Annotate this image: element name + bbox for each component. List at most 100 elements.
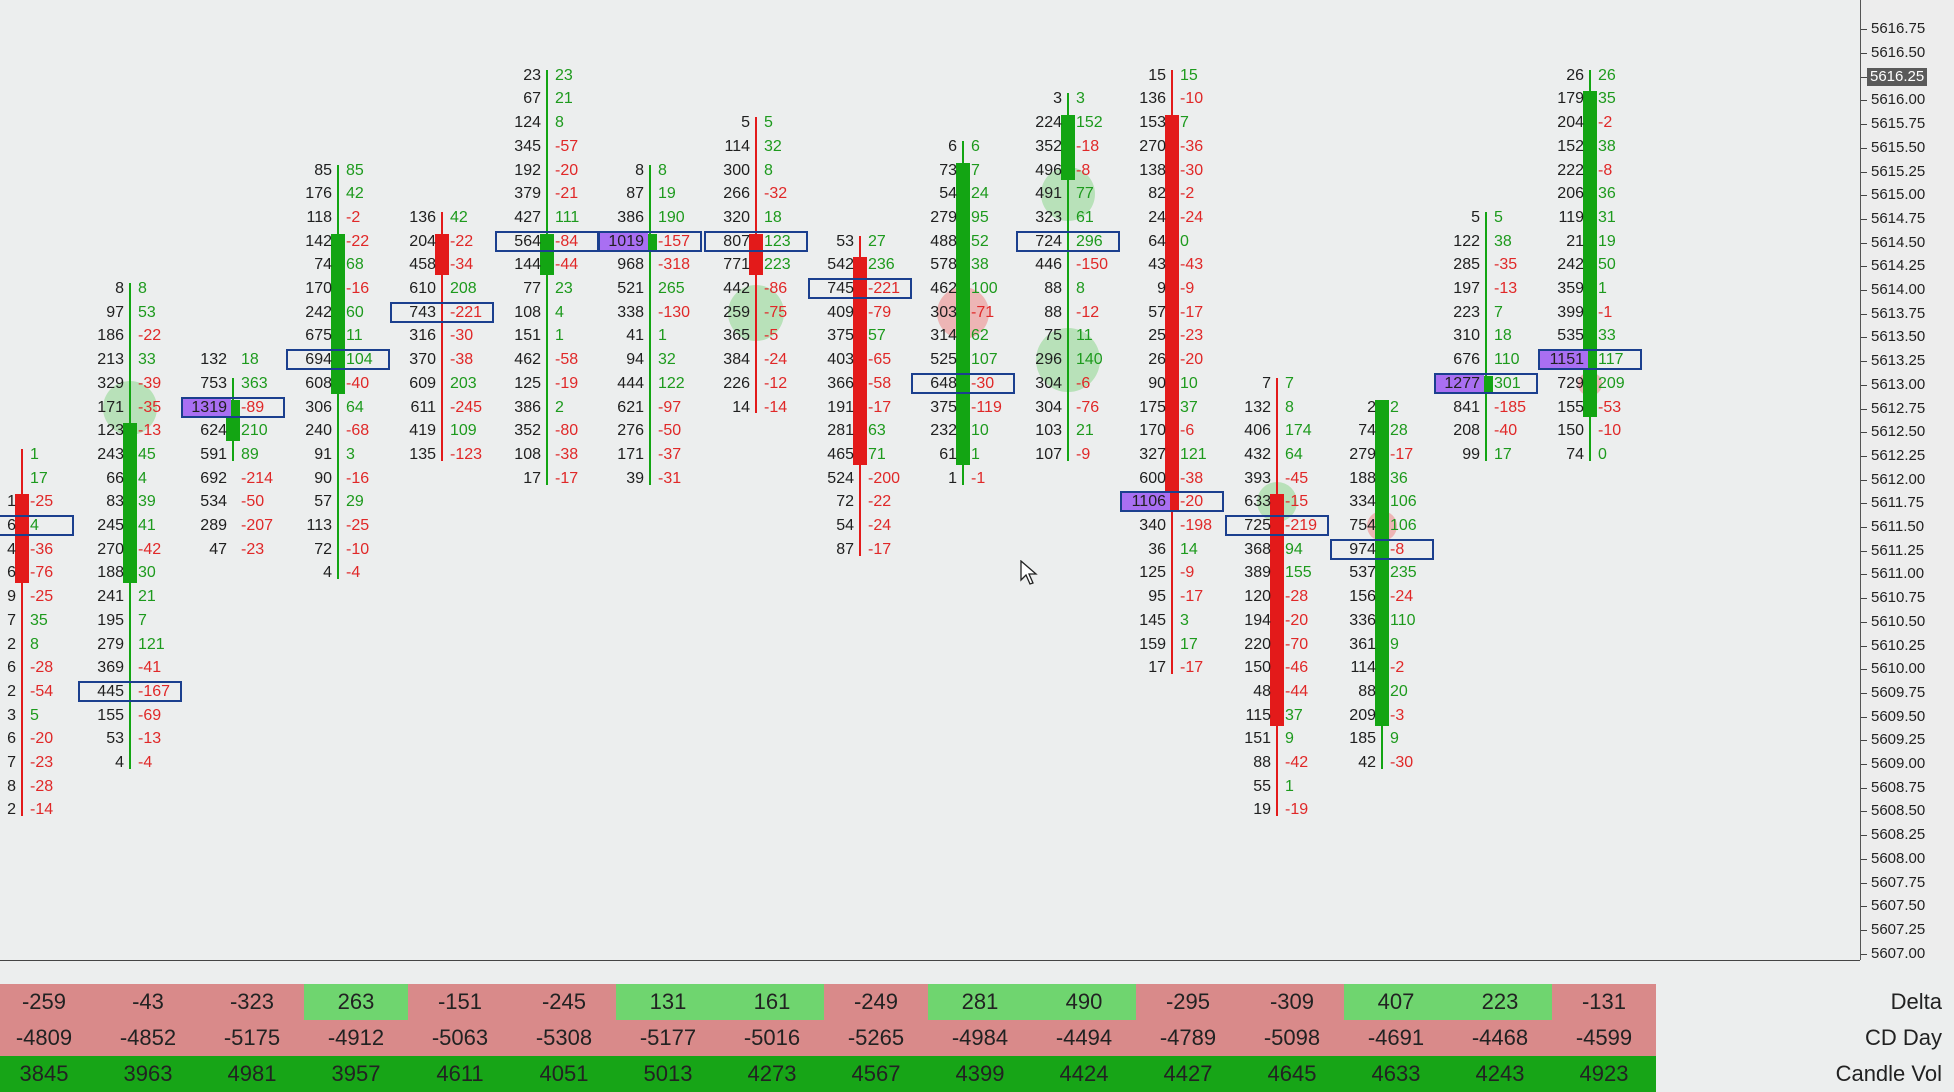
price-axis[interactable]: 5616.75 5616.50 5616.25 5616.00 5615.75 5615.… <box>1860 0 1954 962</box>
bid-volume-cell: 208 <box>1453 422 1480 440</box>
bid-volume-cell: 352 <box>514 422 541 440</box>
poc-highlight-box <box>911 372 1015 394</box>
delta-cell: -30 <box>1390 754 1414 771</box>
delta-cell: -13 <box>138 730 162 748</box>
bid-volume-cell: 1106 <box>1131 493 1166 511</box>
cd-day-value: -5308 <box>512 1020 616 1056</box>
bid-volume-cell: 39 <box>626 469 644 487</box>
bid-volume-cell: 138 <box>1139 161 1166 179</box>
delta-cell: 10 <box>1180 374 1198 392</box>
bid-volume-cell: 304 <box>1035 374 1062 392</box>
price-tick-label: 5610.50 <box>1871 612 1926 630</box>
bid-volume-cell: 142 <box>305 232 332 250</box>
candle-vol-value: 3963 <box>96 1056 200 1092</box>
delta-cell: -71 <box>971 303 995 321</box>
price-tick-label: 5607.25 <box>1871 920 1926 938</box>
delta-cell: -221 <box>868 280 901 297</box>
price-tick-label: 5616.00 <box>1871 91 1926 109</box>
delta-cell: 41 <box>138 517 156 534</box>
price-tick-label: 5614.75 <box>1871 209 1926 227</box>
bid-volume-cell: 6 <box>7 517 16 534</box>
delta-cell: 2 <box>1390 398 1399 416</box>
cd-day-value: -4912 <box>304 1020 408 1056</box>
delta-cell: 68 <box>346 256 364 274</box>
bid-volume-cell: 103 <box>1035 422 1062 440</box>
delta-cell: 121 <box>138 635 165 653</box>
bid-volume-cell: 521 <box>617 280 644 297</box>
price-tick-label: 5609.25 <box>1871 731 1926 749</box>
delta-cell: -22 <box>450 232 474 250</box>
delta-cell: -22 <box>138 327 162 345</box>
delta-cell: -68 <box>346 422 370 440</box>
delta-cell: -40 <box>1494 422 1518 440</box>
delta-cell: 301 <box>1494 374 1521 392</box>
delta-cell: -44 <box>555 256 579 274</box>
bid-volume-cell: 340 <box>1139 517 1166 534</box>
poc-highlight-box <box>704 230 808 252</box>
candle-body <box>853 257 867 465</box>
delta-cell: 174 <box>1285 422 1312 440</box>
price-tick-label: 5607.50 <box>1871 897 1926 915</box>
delta-cell: -4 <box>346 564 361 582</box>
price-tick-label: 5607.75 <box>1871 873 1926 891</box>
candle-wick <box>1485 211 1487 461</box>
poc-highlight-box <box>1120 491 1224 513</box>
delta-cell: -16 <box>346 280 370 297</box>
delta-cell: 121 <box>1180 445 1207 463</box>
bid-volume-cell: 8 <box>115 280 124 297</box>
bid-volume-cell: 366 <box>827 374 854 392</box>
delta-cell: -2 <box>1598 114 1613 132</box>
delta-cell: 64 <box>346 398 364 416</box>
footprint-chart[interactable]: 1 17 1 -25 6 4 4 -36 6 -76 9 -25 7 35 2 8 6 -28 2 -54 3 5 6 -20… <box>0 0 1860 960</box>
bid-volume-cell: 232 <box>930 422 957 440</box>
bid-volume-cell: 55 <box>1253 777 1271 795</box>
delta-cell: 63 <box>868 422 886 440</box>
bid-volume-cell: 53 <box>836 232 854 250</box>
candle-body <box>1583 91 1597 418</box>
bid-volume-cell: 3 <box>7 706 16 724</box>
bid-volume-cell: 304 <box>1035 398 1062 416</box>
bid-volume-cell: 242 <box>1557 256 1584 274</box>
delta-cell: -20 <box>1180 351 1204 369</box>
bid-volume-cell: 525 <box>930 351 957 369</box>
delta-cell: -22 <box>346 232 370 250</box>
delta-value: 223 <box>1448 984 1552 1020</box>
delta-cell: -46 <box>1285 659 1309 677</box>
delta-value: -131 <box>1552 984 1656 1020</box>
bid-volume-cell: 2 <box>1367 398 1376 416</box>
bid-volume-cell: 66 <box>106 469 124 487</box>
bid-volume-cell: 114 <box>1350 659 1376 677</box>
bid-volume-cell: 223 <box>1453 303 1480 321</box>
bid-volume-cell: 771 <box>723 256 750 274</box>
price-tick-label: 5612.00 <box>1871 470 1926 488</box>
stats-panel: Delta -259 -43 -323 263 -151 -245 131 161 -249 28… <box>0 984 1954 1092</box>
bid-volume-cell: 375 <box>827 327 854 345</box>
bid-volume-cell: 6 <box>7 730 16 748</box>
delta-cell: -17 <box>555 469 579 487</box>
delta-cell: -221 <box>450 303 483 321</box>
delta-cell: -17 <box>1180 303 1204 321</box>
price-tick-label: 5615.00 <box>1871 186 1926 204</box>
delta-cell: 89 <box>241 445 259 463</box>
poc-highlight-box <box>286 349 390 371</box>
bid-volume-cell: 194 <box>1244 611 1271 629</box>
delta-cell: -28 <box>30 777 54 795</box>
bid-volume-cell: 306 <box>305 398 332 416</box>
delta-cell: 52 <box>971 232 989 250</box>
delta-cell: -50 <box>658 422 682 440</box>
bid-volume-cell: 41 <box>626 327 644 345</box>
price-tick-label: 5615.25 <box>1871 162 1926 180</box>
delta-cell: 110 <box>1390 611 1416 629</box>
bid-volume-cell: 108 <box>514 303 541 321</box>
delta-cell: 31 <box>1598 208 1616 226</box>
delta-cell: 7 <box>138 611 147 629</box>
bid-volume-cell: 85 <box>314 161 332 179</box>
bid-volume-cell: 53 <box>106 730 124 748</box>
bid-volume-cell: 122 <box>1453 232 1480 250</box>
bid-volume-cell: 64 <box>1148 232 1166 250</box>
cd-day-value: -5016 <box>720 1020 824 1056</box>
delta-cell: 85 <box>346 161 364 179</box>
delta-cell: -38 <box>450 351 474 369</box>
candle-vol-value: 4399 <box>928 1056 1032 1092</box>
candle-wick <box>21 448 23 817</box>
